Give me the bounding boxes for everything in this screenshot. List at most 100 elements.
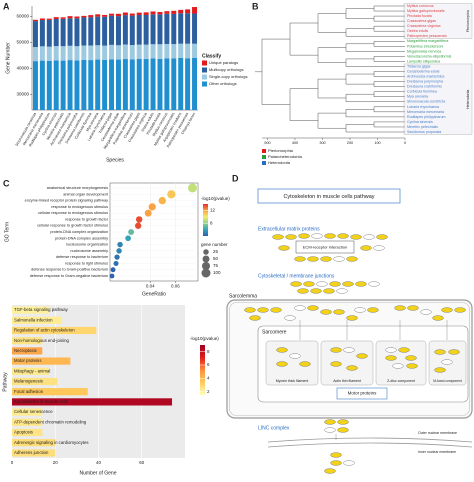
dot	[135, 222, 142, 229]
gene-node	[284, 315, 296, 321]
size-legend-label: 75	[213, 263, 219, 268]
gene-node	[420, 309, 432, 315]
dot	[114, 254, 120, 260]
gene-node	[297, 288, 309, 294]
bar-segment	[192, 58, 198, 110]
bar-segment	[88, 15, 94, 18]
time-tick-label: 300	[319, 141, 325, 145]
bar-segment	[185, 43, 191, 59]
section-label: Sarcomere	[262, 329, 287, 335]
section-label: Extracellular matrix proteins	[258, 226, 320, 232]
gene-node	[337, 233, 349, 239]
x-tick-label: 0	[11, 460, 14, 465]
bar-segment	[171, 10, 177, 14]
bar-segment	[60, 46, 66, 61]
gene-node	[303, 281, 315, 287]
bar-segment	[46, 19, 52, 47]
dot	[187, 183, 197, 193]
tip-label: Patinopecten yessoensis	[407, 34, 447, 38]
bar-segment	[164, 13, 170, 44]
y-tick-label: 50000	[16, 40, 29, 45]
bar-segment	[53, 19, 59, 47]
panel-label: C	[3, 178, 10, 188]
bar-segment	[171, 44, 177, 59]
tip-label: Corbicula fluminea	[407, 90, 437, 94]
gene-node	[270, 307, 282, 313]
y-tick-label: Non-homologous end-joining	[14, 338, 70, 343]
y-tick-label: Motor proteins	[14, 358, 41, 363]
gene-node	[311, 233, 323, 239]
clade-box	[403, 3, 473, 39]
gene-node	[298, 233, 310, 239]
title-box	[257, 188, 401, 204]
colorbar-tick-label: 6	[207, 362, 210, 367]
gene-node	[272, 234, 284, 240]
gene-node	[350, 234, 362, 240]
gene-node	[290, 281, 302, 287]
gene-node	[356, 353, 368, 359]
gene-node	[441, 307, 453, 313]
y-tick-label: Apoptosis	[14, 430, 33, 435]
y-tick-label: 30000	[16, 92, 29, 97]
y-tick-label: defense response to Gram-negative bacter…	[30, 274, 108, 278]
gene-node	[376, 234, 388, 240]
bar-segment	[143, 14, 149, 45]
gene-node	[294, 256, 306, 262]
bar-segment	[74, 18, 80, 47]
dot	[110, 267, 116, 273]
bar	[12, 326, 97, 335]
bar-segment	[39, 20, 45, 47]
tip-label: Mya arenaria	[407, 95, 428, 99]
gene-node	[406, 363, 418, 369]
gene-node	[249, 315, 261, 321]
gene-node	[363, 234, 375, 240]
tip-label: Crassostrea virginica	[407, 24, 441, 28]
dot	[109, 273, 115, 279]
bar	[12, 316, 62, 324]
colorbar-title: -log10(pvalue)	[201, 196, 230, 201]
gene-node	[337, 419, 349, 425]
bar	[12, 408, 43, 416]
gene-node	[324, 233, 336, 239]
gene-node	[407, 305, 419, 311]
bar-segment	[129, 13, 135, 16]
legend-swatch	[202, 67, 207, 73]
gene-node	[336, 288, 348, 294]
bar-segment	[109, 13, 115, 16]
bar-segment	[67, 16, 73, 19]
y-tick-label: Mitophagy - animal	[14, 368, 50, 373]
y-axis-title: Gene Number	[5, 42, 11, 74]
ecm-receptor-box	[295, 240, 355, 254]
gene-node	[385, 355, 397, 361]
diagram-title: Cytoskeleton in muscle cells pathway	[283, 194, 374, 200]
bar-segment	[81, 59, 87, 110]
bar-segment	[46, 46, 52, 61]
legend-swatch	[262, 149, 266, 153]
bar-segment	[32, 19, 38, 22]
gene-node	[276, 347, 288, 353]
bar-segment	[81, 17, 87, 46]
gene-node	[330, 347, 342, 353]
bar-segment	[171, 58, 177, 110]
gene-node	[285, 234, 297, 240]
section-label: LINC complex	[258, 425, 290, 431]
gene-node	[324, 427, 336, 433]
bar-segment	[157, 58, 163, 110]
gene-node	[398, 347, 410, 353]
legend-swatch	[202, 74, 207, 80]
bar	[12, 428, 43, 437]
tip-label: Saxidomus purpurata	[407, 130, 441, 134]
x-axis-title: Number of Gene	[80, 470, 117, 476]
gene-node	[257, 307, 269, 313]
gene-node	[346, 256, 358, 262]
legend-label: Unique paralogs	[209, 60, 238, 65]
bar	[12, 377, 58, 386]
y-axis-title: Pathway	[2, 372, 8, 392]
section-label: Sarcolemma	[229, 293, 257, 299]
y-tick-label: nucleosome organization	[66, 243, 108, 247]
legend-label: Pteriomorphia	[268, 148, 294, 153]
x-tick-label: 0.06	[171, 284, 180, 289]
bar-segment	[150, 14, 156, 45]
gene-node	[360, 245, 372, 251]
